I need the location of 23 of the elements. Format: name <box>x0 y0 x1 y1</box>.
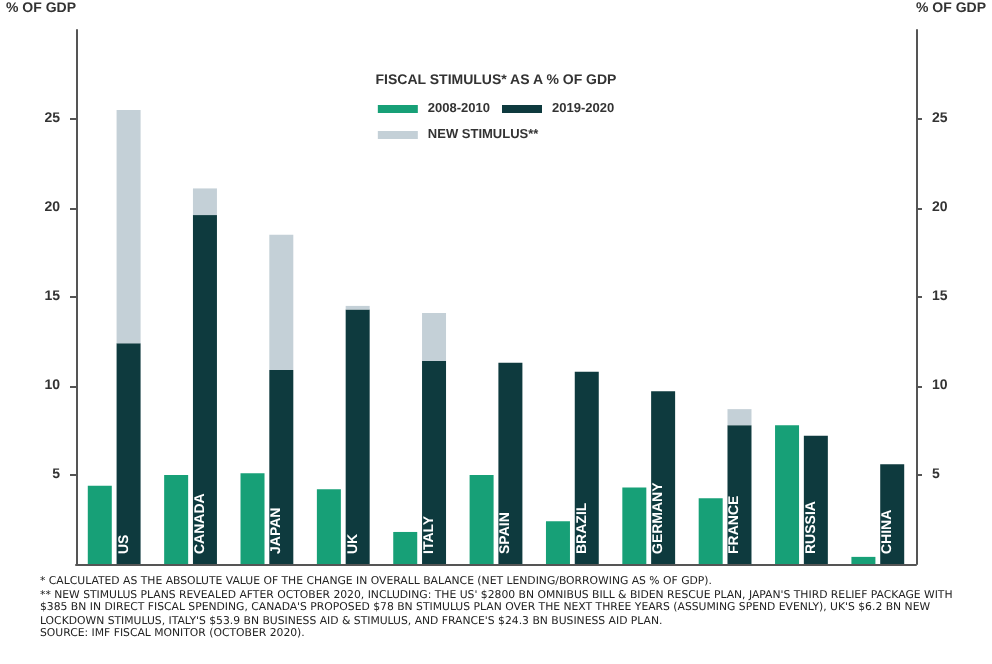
bar <box>422 313 447 362</box>
bar <box>240 473 265 564</box>
bar <box>727 409 752 426</box>
bar <box>345 309 370 564</box>
bar <box>116 110 141 344</box>
bar <box>269 369 294 564</box>
bar <box>87 485 112 564</box>
bar <box>269 234 294 370</box>
bar <box>316 489 341 564</box>
bar <box>192 188 217 216</box>
bar <box>698 498 723 564</box>
bar <box>192 215 217 564</box>
bar <box>498 362 523 564</box>
bar <box>164 475 189 564</box>
bar <box>422 361 447 564</box>
bar <box>622 487 647 564</box>
bar <box>393 531 418 564</box>
bar <box>574 371 599 564</box>
bar <box>469 475 494 564</box>
bar <box>545 521 570 564</box>
bar <box>775 425 800 564</box>
bar <box>851 556 876 564</box>
bar <box>116 343 141 564</box>
